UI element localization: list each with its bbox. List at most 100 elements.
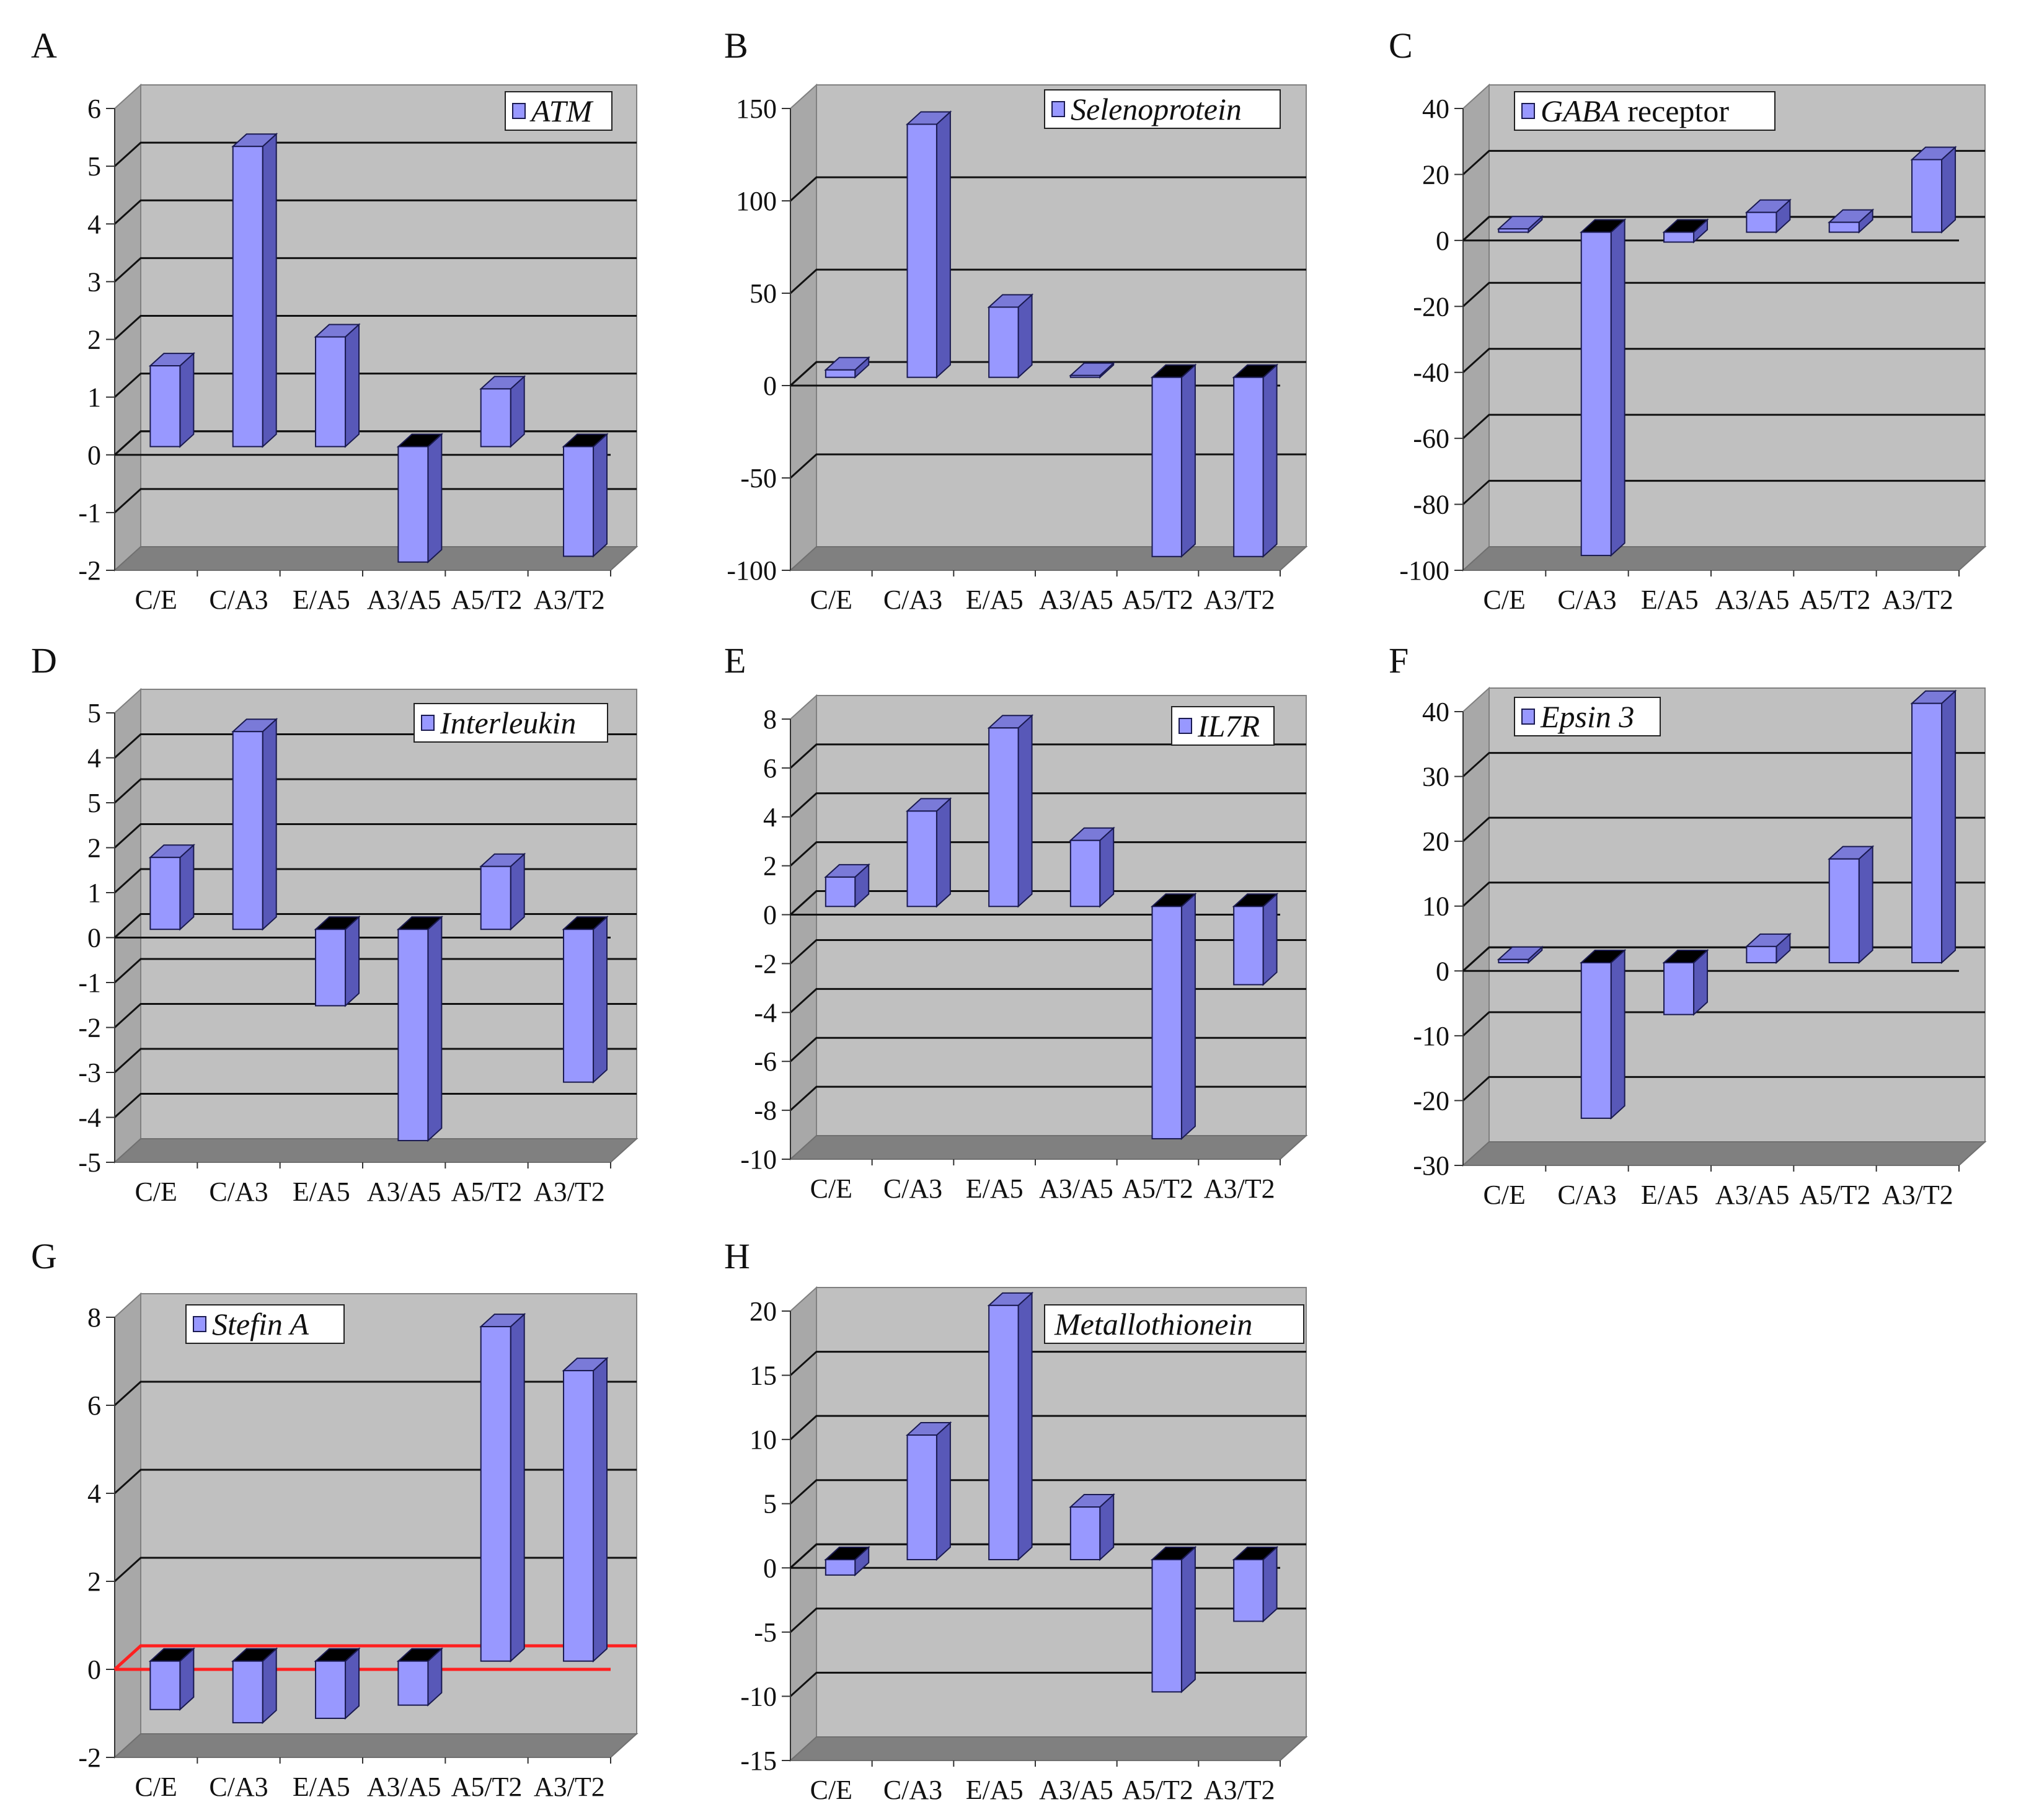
legend-swatch	[193, 1316, 206, 1332]
panel-label: D	[31, 640, 57, 681]
y-tick-label: 20	[750, 1296, 777, 1327]
zero-wall-line	[1462, 946, 1985, 972]
side-wall	[1462, 686, 1490, 1167]
bar-side	[1017, 293, 1033, 379]
gridline	[1462, 881, 1985, 907]
bar-front	[1151, 906, 1182, 1139]
chart-panel-b: B 150 100 50 0 -50 -100 C/E C/A3 E/A5 A3/A5 A5/T2 A3…	[724, 25, 1308, 615]
y-tick-label: 4	[763, 802, 777, 833]
y-tick-label: 20	[1422, 159, 1449, 190]
legend: ATM	[505, 91, 612, 131]
x-tick-label: A5/T2	[1800, 1180, 1871, 1210]
bar-side	[593, 915, 608, 1084]
bar-front	[397, 446, 429, 563]
floor	[113, 546, 639, 571]
x-tick-label: C/A3	[883, 585, 942, 615]
legend-swatch	[421, 715, 435, 731]
bar-side	[593, 1356, 608, 1663]
bar-e-a5	[1662, 218, 1709, 244]
y-tick-label: 5	[87, 151, 101, 182]
bar-side	[345, 323, 360, 448]
gridline	[113, 1093, 637, 1118]
gridline	[1462, 480, 1985, 505]
bar-c-e	[1497, 945, 1544, 965]
bar-front	[988, 1304, 1019, 1560]
y-tick-label: 2	[87, 1566, 101, 1597]
x-tick-label: E/A5	[966, 585, 1024, 615]
gridline	[113, 1380, 637, 1407]
back-wall	[816, 84, 1307, 547]
x-tick-label: A5/T2	[1800, 585, 1871, 615]
bar-a3-a5	[396, 433, 443, 563]
bar-side	[935, 1421, 951, 1562]
bar-a3-a5	[1069, 1493, 1115, 1562]
y-tick-label: 20	[1422, 826, 1449, 857]
back-wall	[1488, 687, 1986, 1142]
gridline	[113, 1003, 637, 1028]
x-tick-label: E/A5	[1641, 585, 1699, 615]
y-tick-label: 5	[87, 788, 101, 818]
legend-box	[1044, 89, 1281, 129]
y-tick-label: -1	[78, 968, 101, 998]
bar-front	[988, 727, 1019, 908]
legend-box	[413, 703, 608, 743]
y-tick-label: -40	[1413, 358, 1449, 388]
x-tick-label: C/E	[1483, 585, 1525, 615]
gridline	[1462, 1011, 1985, 1036]
bar-side	[1017, 714, 1033, 908]
y-tick-label: -8	[754, 1095, 777, 1126]
bar-a3-t2	[562, 915, 609, 1084]
bar-side	[1610, 948, 1625, 1120]
y-tick-label: -60	[1413, 423, 1449, 454]
legend-box	[1514, 697, 1661, 736]
x-tick-label: A3/T2	[534, 1772, 605, 1802]
x-tick-label: A5/T2	[451, 1177, 523, 1207]
legend-title: Stefin A	[212, 1307, 309, 1341]
x-tick-label: A3/A5	[1039, 1173, 1113, 1204]
gridline	[1462, 816, 1985, 842]
y-tick-label: 40	[1422, 697, 1449, 727]
bar-e-a5	[314, 323, 361, 448]
legend-label: ATM	[529, 94, 593, 128]
zero-wall-line	[113, 430, 637, 456]
side-wall	[114, 1292, 141, 1759]
bar-front	[1580, 961, 1612, 1119]
bar-front	[480, 1326, 511, 1662]
y-tick-label: -10	[1413, 1021, 1449, 1051]
floor	[113, 1733, 639, 1758]
bar-front	[825, 369, 856, 378]
x-tick-label: E/A5	[293, 585, 350, 615]
x-tick-label: C/E	[1483, 1180, 1525, 1210]
y-tick-label: 1	[87, 878, 101, 908]
bar-a3-a5	[396, 915, 443, 1142]
x-tick-label: A5/T2	[451, 1772, 523, 1802]
x-tick-label: A5/T2	[451, 585, 523, 615]
legend-title: Selenoprotein	[1071, 92, 1242, 126]
bar-front	[480, 388, 511, 448]
x-tick-label: E/A5	[966, 1173, 1024, 1204]
x-tick-label: A3/A5	[1715, 585, 1790, 615]
floor	[1461, 546, 1987, 571]
x-tick-label: E/A5	[293, 1177, 350, 1207]
bar-front	[1663, 961, 1695, 1015]
bar-front	[825, 876, 856, 908]
panel-label: F	[1389, 640, 1409, 681]
y-tick-label: 10	[1422, 891, 1449, 922]
x-tick-label: A3/A5	[367, 585, 441, 615]
legend-title: Interleukin	[440, 705, 576, 740]
bar-c-e	[1497, 214, 1544, 234]
x-tick-label: A3/T2	[1882, 585, 1953, 615]
bar-front	[988, 306, 1019, 378]
bar-front	[1746, 211, 1777, 233]
x-tick-label: C/A3	[883, 1775, 942, 1805]
gridline	[789, 939, 1306, 965]
bar-side	[1858, 845, 1873, 965]
gridline	[1462, 1076, 1985, 1102]
x-tick-label: C/A3	[883, 1173, 942, 1204]
legend-box	[1514, 91, 1776, 131]
legend: Metallothionein	[1044, 1304, 1304, 1344]
y-tick-label: -10	[740, 1681, 777, 1712]
legend-label: Metallothionein	[1054, 1307, 1252, 1341]
bar-a3-a5	[396, 1647, 443, 1707]
gridline	[789, 1036, 1306, 1062]
